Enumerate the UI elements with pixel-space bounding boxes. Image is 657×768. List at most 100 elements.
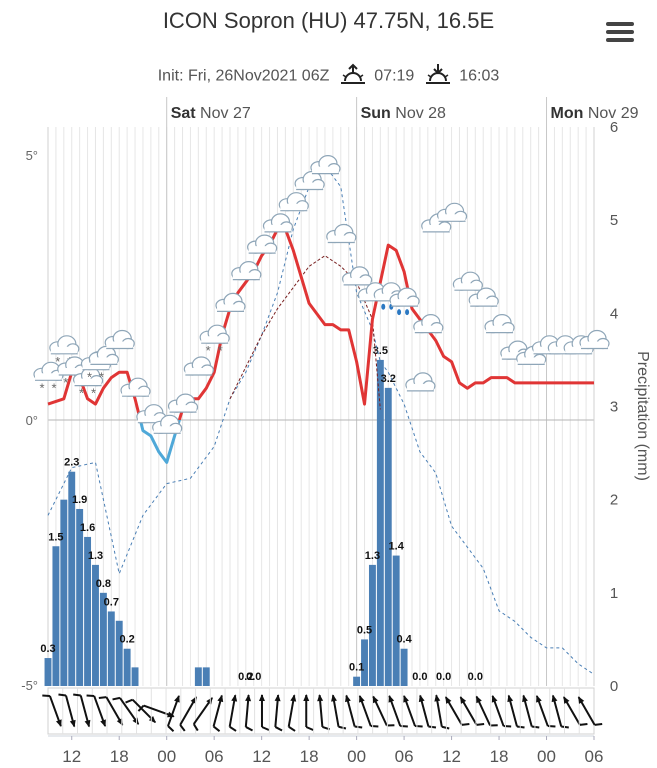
wind-arrow-icon	[358, 695, 379, 728]
precip-label: 1.4	[389, 541, 405, 553]
precip-label: 1.3	[88, 550, 103, 562]
cloud-base	[486, 325, 514, 333]
precip-bar	[99, 592, 107, 686]
wind-barb	[274, 726, 283, 732]
wind-arrowhead	[551, 694, 558, 703]
wind-arrowhead	[317, 694, 324, 702]
cloud-icon	[421, 213, 452, 233]
precip-bar	[92, 564, 99, 686]
wind-arrow-icon	[434, 694, 450, 730]
wind-arrow-icon	[372, 695, 395, 727]
wind-arrowhead	[388, 695, 395, 703]
temperature-line-below-zero	[138, 420, 181, 464]
precip-bar	[384, 387, 392, 686]
day-label: Sun Nov 28	[361, 105, 446, 122]
wind-barb	[386, 724, 395, 727]
wind-arrowhead	[174, 695, 180, 703]
cloud-icon	[342, 266, 373, 286]
dewpoint-line	[47, 164, 595, 675]
precip-label: 0.7	[104, 596, 119, 608]
cloud-icon	[215, 292, 246, 312]
cloud-base	[264, 224, 292, 232]
precip-label: 1.9	[72, 494, 87, 506]
wind-arrow-icon	[535, 695, 556, 728]
wind-arrow-icon	[212, 694, 224, 732]
precip-label: 0.2	[238, 671, 253, 683]
cloud-icon	[88, 345, 119, 365]
cloud-base	[35, 373, 62, 381]
x-axis-tick-label: 18	[300, 747, 319, 766]
cloud-base	[311, 166, 339, 174]
snowflake: *	[79, 386, 84, 401]
cloud-icon	[120, 377, 151, 397]
wind-arrowhead	[148, 715, 156, 724]
snowflake: *	[39, 380, 44, 395]
cloud-base	[391, 299, 419, 307]
wind-barb	[73, 693, 81, 697]
hamburger-menu-icon[interactable]	[606, 22, 634, 46]
x-axis-tick-label: 12	[252, 747, 271, 766]
precip-bar	[44, 658, 52, 686]
cloud-base	[50, 346, 78, 354]
temperature-line	[47, 227, 594, 420]
sunrise-icon	[340, 62, 366, 91]
wind-arrow-icon	[137, 704, 175, 718]
wind-arrowhead	[522, 694, 528, 703]
x-axis-tick-label: 00	[537, 747, 556, 766]
cloud-base	[232, 272, 260, 280]
wind-arrow-icon	[258, 694, 270, 731]
cloud-base	[296, 182, 324, 190]
sunrise-time: 07:19	[374, 67, 415, 85]
snow-cloud-icon: **	[49, 335, 80, 369]
wind-arrowhead	[231, 694, 238, 702]
wind-barb	[112, 696, 121, 701]
cloud-icon	[484, 314, 515, 334]
precip-bar	[60, 499, 68, 686]
wind-barb	[370, 725, 379, 728]
precip-axis-tick: 3	[610, 399, 618, 416]
wind-arrow-icon	[491, 695, 512, 728]
cloud-icon	[247, 234, 278, 254]
wind-arrow-icon	[551, 694, 569, 729]
wind-arrow-icon	[42, 694, 62, 727]
wind-arrow-icon	[287, 694, 297, 732]
wind-arrowhead	[345, 694, 351, 703]
cloud-icon	[579, 329, 610, 350]
wind-barb	[212, 725, 221, 732]
wind-arrowhead	[359, 695, 365, 703]
cloud-base	[454, 283, 482, 291]
wind-arrowhead	[578, 696, 585, 704]
wind-barb	[192, 723, 199, 732]
snowflake: *	[51, 380, 56, 395]
precip-bar	[376, 359, 384, 686]
wind-barb	[261, 726, 270, 731]
wind-arrow-icon	[507, 694, 525, 729]
precip-bars	[44, 359, 519, 687]
x-axis-tick-label: 06	[395, 747, 414, 766]
wind-barb	[547, 725, 556, 728]
wind-arrowhead	[167, 711, 175, 718]
precip-bar	[115, 620, 123, 686]
wind-arrow-icon	[388, 695, 408, 728]
cloud-base	[280, 203, 308, 211]
precip-axis-label: Precipitation (mm)	[634, 351, 651, 481]
cloud-icon	[310, 155, 341, 175]
wind-arrow-icon	[562, 696, 588, 726]
wind-barb	[179, 724, 186, 732]
wind-arrow-icon	[73, 693, 91, 728]
precip-bar	[400, 648, 408, 686]
precip-label: 0.3	[40, 643, 55, 655]
day-name: Mon	[551, 105, 584, 122]
precip-label: 0.2	[119, 634, 134, 646]
wind-barb	[594, 722, 603, 726]
wind-arrow-icon	[58, 693, 76, 728]
wind-arrowhead	[434, 694, 441, 702]
wind-barb	[579, 722, 588, 726]
precip-bar	[368, 564, 376, 686]
cloud-base	[422, 224, 450, 232]
x-axis-tick-label: 06	[205, 747, 224, 766]
wind-arrow-icon	[303, 694, 314, 731]
precip-axis-tick: 5	[610, 212, 618, 229]
init-info: Init: Fri, 26Nov2021 06Z 07:19 16:03	[0, 62, 657, 91]
